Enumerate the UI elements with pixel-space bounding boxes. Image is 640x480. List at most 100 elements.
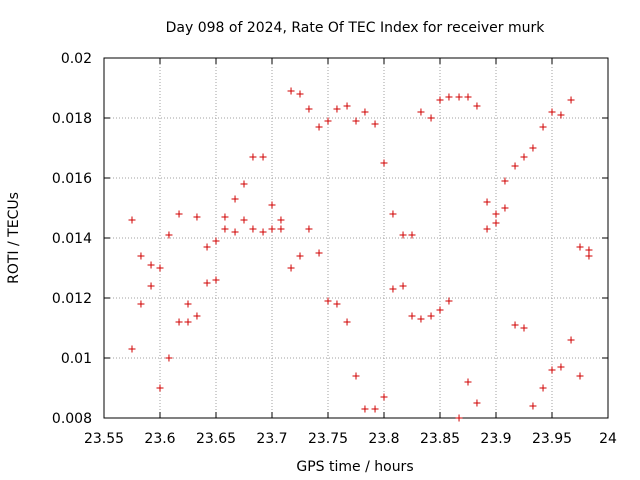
data-point: [417, 108, 425, 116]
data-point: [305, 225, 313, 233]
data-point: [240, 216, 248, 224]
data-point: [147, 282, 155, 290]
data-point: [436, 306, 444, 314]
data-point: [511, 321, 519, 329]
data-point: [333, 105, 341, 113]
x-tick-label: 23.6: [144, 431, 175, 447]
data-point: [361, 405, 369, 413]
data-point: [305, 105, 313, 113]
data-point: [585, 252, 593, 260]
data-point: [445, 297, 453, 305]
data-point: [520, 324, 528, 332]
data-point: [184, 318, 192, 326]
data-point: [352, 117, 360, 125]
x-tick-label: 23.8: [368, 431, 399, 447]
data-point: [436, 96, 444, 104]
data-point: [389, 210, 397, 218]
data-point: [165, 354, 173, 362]
data-point: [492, 219, 500, 227]
data-point: [175, 318, 183, 326]
data-point: [259, 153, 267, 161]
x-tick-label: 23.65: [196, 431, 236, 447]
data-point: [296, 252, 304, 260]
data-point: [221, 225, 229, 233]
data-point: [427, 114, 435, 122]
data-point: [231, 195, 239, 203]
data-point: [455, 93, 463, 101]
x-tick-label: 23.7: [256, 431, 287, 447]
data-point: [137, 252, 145, 260]
data-point: [156, 264, 164, 272]
y-tick-label: 0.018: [52, 111, 92, 127]
data-point: [259, 228, 267, 236]
data-point: [277, 225, 285, 233]
data-point: [147, 261, 155, 269]
data-point: [455, 414, 463, 422]
data-point: [128, 345, 136, 353]
x-axis-title: GPS time / hours: [296, 459, 413, 475]
data-point: [399, 231, 407, 239]
data-point: [576, 243, 584, 251]
data-point: [249, 225, 257, 233]
data-point: [343, 318, 351, 326]
data-point: [399, 282, 407, 290]
data-point: [557, 111, 565, 119]
data-point: [520, 153, 528, 161]
data-point: [249, 153, 257, 161]
data-point: [483, 198, 491, 206]
x-tick-label: 23.85: [420, 431, 460, 447]
data-point: [221, 213, 229, 221]
data-point: [567, 96, 575, 104]
data-point: [296, 90, 304, 98]
data-point: [529, 402, 537, 410]
data-point: [315, 249, 323, 257]
data-point: [184, 300, 192, 308]
data-point: [268, 225, 276, 233]
data-point: [128, 216, 136, 224]
data-point: [324, 297, 332, 305]
data-point: [231, 228, 239, 236]
data-point: [203, 243, 211, 251]
y-tick-label: 0.02: [61, 51, 92, 67]
data-point: [408, 312, 416, 320]
data-point: [212, 237, 220, 245]
data-point: [529, 144, 537, 152]
data-point: [576, 372, 584, 380]
x-tick-label: 24: [599, 431, 617, 447]
data-point: [501, 177, 509, 185]
y-tick-label: 0.016: [52, 171, 92, 187]
data-point: [240, 180, 248, 188]
x-tick-label: 23.75: [308, 431, 348, 447]
data-point: [268, 201, 276, 209]
y-tick-labels: 0.008 0.01 0.012 0.014 0.016 0.018 0.02: [52, 51, 92, 427]
data-point: [557, 363, 565, 371]
x-tick-label: 23.95: [532, 431, 572, 447]
data-point: [324, 117, 332, 125]
data-point: [473, 399, 481, 407]
data-point: [417, 315, 425, 323]
data-point: [539, 123, 547, 131]
data-point: [193, 312, 201, 320]
data-point: [501, 204, 509, 212]
data-point: [483, 225, 491, 233]
data-point: [175, 210, 183, 218]
data-point: [408, 231, 416, 239]
data-points: [128, 87, 593, 422]
y-tick-label: 0.012: [52, 291, 92, 307]
data-point: [464, 93, 472, 101]
plot-frame: [103, 57, 609, 419]
data-point: [371, 120, 379, 128]
data-point: [352, 372, 360, 380]
data-point: [315, 123, 323, 131]
data-point: [165, 231, 173, 239]
data-point: [193, 213, 201, 221]
data-point: [548, 366, 556, 374]
data-point: [380, 393, 388, 401]
data-point: [492, 210, 500, 218]
data-point: [511, 162, 519, 170]
data-point: [427, 312, 435, 320]
data-point: [380, 159, 388, 167]
x-tick-label: 23.9: [480, 431, 511, 447]
data-point: [277, 216, 285, 224]
